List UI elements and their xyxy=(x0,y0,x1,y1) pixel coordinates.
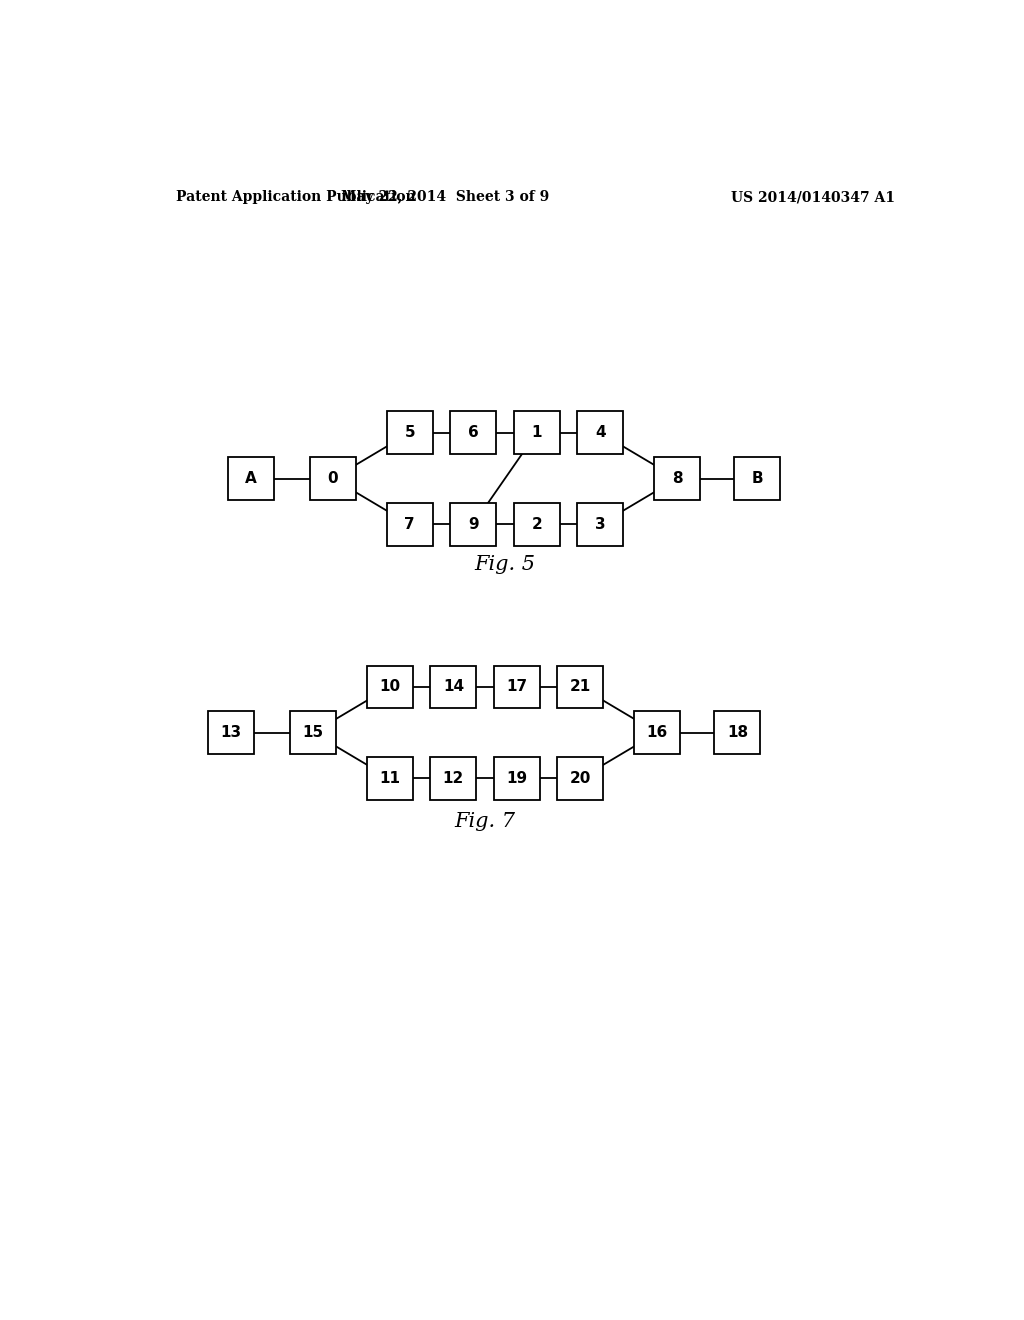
Text: 11: 11 xyxy=(379,771,400,785)
FancyBboxPatch shape xyxy=(578,412,624,454)
Text: 1: 1 xyxy=(531,425,542,441)
FancyBboxPatch shape xyxy=(208,711,254,754)
FancyBboxPatch shape xyxy=(715,711,761,754)
Text: 12: 12 xyxy=(442,771,464,785)
Text: Patent Application Publication: Patent Application Publication xyxy=(176,190,416,205)
Text: May 22, 2014  Sheet 3 of 9: May 22, 2014 Sheet 3 of 9 xyxy=(341,190,550,205)
Text: 13: 13 xyxy=(220,725,242,741)
FancyBboxPatch shape xyxy=(578,503,624,545)
FancyBboxPatch shape xyxy=(494,758,540,800)
FancyBboxPatch shape xyxy=(430,758,476,800)
Text: 14: 14 xyxy=(442,680,464,694)
FancyBboxPatch shape xyxy=(367,758,413,800)
Text: 3: 3 xyxy=(595,517,605,532)
Text: 9: 9 xyxy=(468,517,478,532)
Text: A: A xyxy=(245,471,257,486)
FancyBboxPatch shape xyxy=(514,503,560,545)
Text: 7: 7 xyxy=(404,517,415,532)
Text: 8: 8 xyxy=(672,471,682,486)
FancyBboxPatch shape xyxy=(654,457,700,500)
Text: US 2014/0140347 A1: US 2014/0140347 A1 xyxy=(731,190,895,205)
FancyBboxPatch shape xyxy=(367,665,413,709)
FancyBboxPatch shape xyxy=(634,711,680,754)
Text: 18: 18 xyxy=(727,725,749,741)
Text: 2: 2 xyxy=(531,517,542,532)
FancyBboxPatch shape xyxy=(228,457,274,500)
Text: B: B xyxy=(752,471,763,486)
Text: 15: 15 xyxy=(302,725,324,741)
Text: 10: 10 xyxy=(379,680,400,694)
Text: 17: 17 xyxy=(506,680,527,694)
Text: 6: 6 xyxy=(468,425,478,441)
Text: 20: 20 xyxy=(569,771,591,785)
Text: 16: 16 xyxy=(647,725,668,741)
FancyBboxPatch shape xyxy=(290,711,336,754)
FancyBboxPatch shape xyxy=(451,503,497,545)
FancyBboxPatch shape xyxy=(309,457,355,500)
FancyBboxPatch shape xyxy=(557,758,603,800)
FancyBboxPatch shape xyxy=(734,457,780,500)
Text: 4: 4 xyxy=(595,425,605,441)
Text: Fig. 7: Fig. 7 xyxy=(455,812,516,830)
FancyBboxPatch shape xyxy=(514,412,560,454)
FancyBboxPatch shape xyxy=(451,412,497,454)
FancyBboxPatch shape xyxy=(494,665,540,709)
Text: 0: 0 xyxy=(328,471,338,486)
FancyBboxPatch shape xyxy=(557,665,603,709)
Text: 21: 21 xyxy=(569,680,591,694)
FancyBboxPatch shape xyxy=(387,412,433,454)
FancyBboxPatch shape xyxy=(387,503,433,545)
Text: Fig. 5: Fig. 5 xyxy=(474,556,536,574)
Text: 5: 5 xyxy=(404,425,415,441)
Text: 19: 19 xyxy=(506,771,527,785)
FancyBboxPatch shape xyxy=(430,665,476,709)
